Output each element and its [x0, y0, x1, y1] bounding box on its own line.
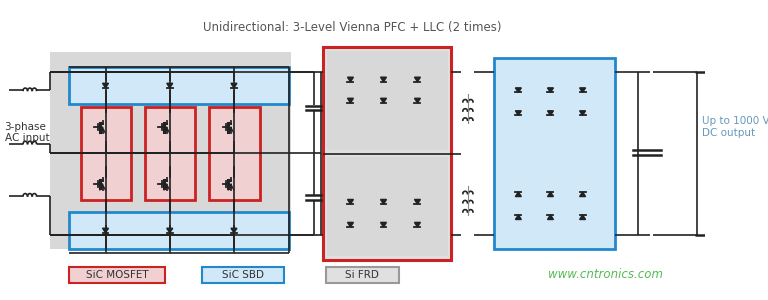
Polygon shape [415, 222, 420, 227]
Polygon shape [347, 200, 353, 204]
Bar [69, 68, 289, 104]
Text: Si FRD: Si FRD [346, 270, 379, 280]
Polygon shape [580, 111, 585, 116]
Polygon shape [102, 83, 108, 88]
Text: Up to 1000 V
DC output: Up to 1000 V DC output [702, 116, 768, 138]
Polygon shape [380, 77, 386, 82]
Polygon shape [580, 88, 585, 92]
Polygon shape [347, 98, 353, 103]
Polygon shape [415, 200, 420, 204]
Bar [496, 61, 612, 246]
Bar [147, 109, 194, 199]
Polygon shape [231, 83, 237, 88]
Polygon shape [515, 192, 521, 196]
Bar [83, 109, 129, 199]
Polygon shape [515, 88, 521, 92]
Bar [323, 47, 452, 260]
Bar [81, 107, 131, 200]
Text: AC input: AC input [5, 133, 49, 143]
Bar [145, 107, 195, 200]
Bar [51, 52, 291, 249]
Bar [211, 109, 258, 199]
Polygon shape [580, 215, 585, 220]
Polygon shape [231, 228, 237, 233]
Text: SiC MOSFET: SiC MOSFET [86, 270, 148, 280]
Text: www.cntronics.com: www.cntronics.com [548, 268, 663, 281]
Polygon shape [548, 111, 554, 116]
Polygon shape [548, 215, 554, 220]
Polygon shape [347, 222, 353, 227]
Bar [69, 266, 165, 283]
Polygon shape [515, 111, 521, 116]
Polygon shape [415, 77, 420, 82]
Text: Unidirectional: 3-Level Vienna PFC + LLC (2 times): Unidirectional: 3-Level Vienna PFC + LLC… [203, 21, 502, 34]
Polygon shape [167, 228, 173, 233]
Bar [494, 58, 614, 249]
Bar [326, 51, 448, 150]
Polygon shape [380, 200, 386, 204]
Text: SiC SBD: SiC SBD [222, 270, 264, 280]
Polygon shape [548, 88, 554, 92]
Polygon shape [347, 77, 353, 82]
Polygon shape [102, 228, 108, 233]
Bar [326, 266, 399, 283]
Bar [69, 212, 289, 249]
Polygon shape [167, 83, 173, 88]
Polygon shape [380, 222, 386, 227]
Polygon shape [515, 215, 521, 220]
Polygon shape [548, 192, 554, 196]
Text: 3-phase: 3-phase [5, 122, 46, 132]
Polygon shape [415, 98, 420, 103]
Bar [209, 107, 260, 200]
Bar [202, 266, 284, 283]
Polygon shape [580, 192, 585, 196]
Bar [326, 157, 448, 256]
Polygon shape [380, 98, 386, 103]
